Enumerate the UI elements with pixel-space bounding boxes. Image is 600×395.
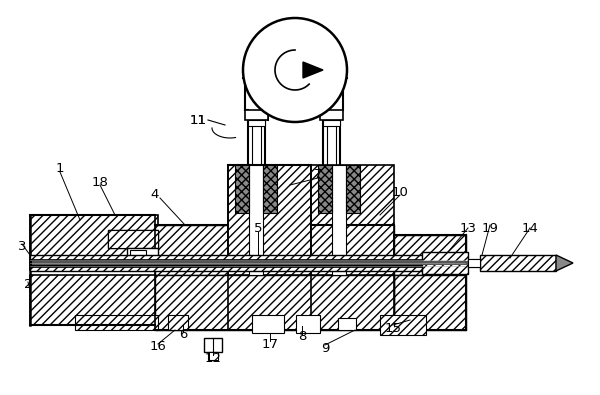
Bar [380,315,426,335]
Bar [108,230,158,248]
Bar [155,225,228,275]
Bar [130,250,146,258]
Bar [422,252,468,274]
Text: 3: 3 [18,241,26,254]
Bar [30,259,470,267]
Text: 5: 5 [254,222,262,235]
Bar [311,165,394,275]
Text: 9: 9 [321,342,329,354]
Text: 11: 11 [190,113,206,126]
Bar [204,338,222,352]
Bar [252,315,284,333]
Bar [108,230,158,248]
Bar [32,261,468,265]
Bar [338,318,356,330]
Text: 4: 4 [151,188,159,201]
Text: 19: 19 [482,222,499,235]
Bar [263,165,277,213]
Bar [332,165,346,275]
Text: 11: 11 [190,113,206,126]
Text: 10: 10 [392,186,409,199]
Polygon shape [303,62,323,78]
Bar [245,110,268,120]
Bar [296,315,320,333]
Bar [228,165,311,275]
Bar [320,110,343,120]
Text: 13: 13 [460,222,476,235]
Text: 18: 18 [92,175,109,188]
Bar [394,235,466,275]
Polygon shape [556,255,573,271]
Text: 12: 12 [205,352,221,365]
Text: 1: 1 [56,162,64,175]
Bar [318,165,332,213]
Bar [394,275,466,330]
Text: 6: 6 [179,329,187,342]
Bar [480,255,556,271]
Bar [346,165,360,213]
Text: 7: 7 [314,169,322,181]
Bar [155,275,394,330]
Text: 2: 2 [24,278,32,292]
Bar [168,315,188,330]
Text: 16: 16 [149,340,166,354]
Bar [248,120,265,126]
Text: 17: 17 [262,337,278,350]
Circle shape [243,18,347,122]
Bar [468,259,558,267]
Text: 8: 8 [298,331,306,344]
Bar [30,255,465,271]
Bar [235,165,249,213]
Bar [468,259,480,267]
Bar [30,215,158,270]
Bar [127,248,158,260]
Bar [208,352,218,360]
Text: 15: 15 [385,322,401,335]
Bar [75,315,158,330]
Bar [249,165,263,275]
Bar [311,225,394,275]
Bar [30,275,158,325]
Bar [323,120,340,126]
Text: 14: 14 [521,222,538,235]
